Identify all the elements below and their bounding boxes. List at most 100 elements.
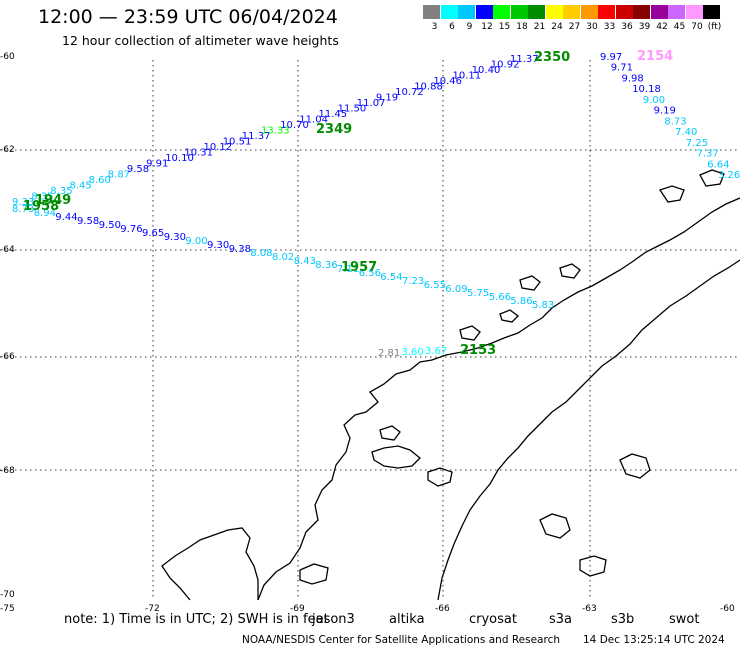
coastline-segment xyxy=(658,185,685,203)
legend-swatch xyxy=(440,5,458,19)
coastline-segment xyxy=(427,467,453,487)
legend-swatch xyxy=(615,5,633,19)
lon-label: -63 xyxy=(582,604,597,614)
coastline-segment xyxy=(519,275,541,291)
track-time-label: 1958 xyxy=(23,199,59,214)
coastline-segment xyxy=(619,453,651,479)
wave-height-value: 7.23 xyxy=(402,276,424,287)
wave-height-value: 9.30 xyxy=(164,232,186,243)
sat-label-s3a: s3a xyxy=(549,612,573,627)
wave-height-value: 5.83 xyxy=(532,300,554,311)
wave-height-value: 8.73 xyxy=(664,116,686,127)
coastline-segment xyxy=(699,169,725,187)
wave-height-value: 10.12 xyxy=(204,142,233,153)
wave-height-value: 10.51 xyxy=(223,137,252,148)
wave-height-value: 8.36 xyxy=(315,260,337,271)
track-time-label: 1949 xyxy=(35,193,71,208)
legend-label: 21 xyxy=(533,22,546,32)
coastline-segment xyxy=(539,513,571,539)
wave-height-value: 5.75 xyxy=(467,288,489,299)
wave-height-value: 11.07 xyxy=(357,98,386,109)
wave-height-value: 8.73 xyxy=(12,204,34,215)
wave-height-value: 8.45 xyxy=(70,181,92,192)
coastline-segment xyxy=(559,263,581,279)
wave-height-value: 10.18 xyxy=(632,84,661,95)
lat-label: -62 xyxy=(0,145,15,155)
wave-height-value: 9.58 xyxy=(127,164,149,175)
track-time-label: 2350 xyxy=(534,50,570,65)
wave-height-value: 5.86 xyxy=(510,296,532,307)
wave-height-value: 9.65 xyxy=(142,228,164,239)
footer-note: note: 1) Time is in UTC; 2) SWH is in fe… xyxy=(64,612,329,627)
wave-height-value: 8.60 xyxy=(89,175,111,186)
wave-height-value: 11.50 xyxy=(338,104,367,115)
legend-swatch xyxy=(475,5,493,19)
wave-height-value: 9.19 xyxy=(376,93,398,104)
wave-height-value: 8.94 xyxy=(34,208,56,219)
wave-height-value: 9.00 xyxy=(643,95,665,106)
legend-label: 45 xyxy=(673,22,686,32)
wave-height-value: 10.72 xyxy=(395,87,424,98)
generated-timestamp: 14 Dec 13:25:14 UTC 2024 xyxy=(583,634,725,646)
wave-height-value: 6.54 xyxy=(380,272,402,283)
coastline-segment xyxy=(299,563,329,585)
legend-label: (ft) xyxy=(707,22,722,32)
legend-label: 6 xyxy=(449,22,455,32)
lon-label: -66 xyxy=(435,604,450,614)
wave-height-value: 10.40 xyxy=(472,65,501,76)
sat-label-altika: altika xyxy=(389,612,425,627)
legend-swatch xyxy=(423,5,440,19)
legend-label: 15 xyxy=(498,22,511,32)
wave-height-value: 10.70 xyxy=(280,120,309,131)
legend-swatch xyxy=(510,5,528,19)
wave-height-value: 9.98 xyxy=(622,74,644,85)
lon-label: -69 xyxy=(290,604,305,614)
legend-swatch xyxy=(703,5,720,19)
sat-label-cryosat: cryosat xyxy=(469,612,517,627)
legend-label: 42 xyxy=(656,22,668,32)
legend-label: 3 xyxy=(431,22,438,32)
legend-swatch xyxy=(685,5,703,19)
legend-label: 27 xyxy=(568,22,581,32)
legend-swatch xyxy=(650,5,668,19)
lon-label: -72 xyxy=(145,604,160,614)
wave-height-value: 6.64 xyxy=(707,159,729,170)
coastline-segment xyxy=(499,309,519,323)
wave-height-value: 10.10 xyxy=(165,153,194,164)
coastline-segment xyxy=(161,527,259,601)
wave-height-value: 6.56 xyxy=(359,268,381,279)
wave-height-value: 2.81 xyxy=(378,348,400,359)
wave-height-value: 9.33 xyxy=(12,197,34,208)
track-time-label: 2349 xyxy=(316,122,352,137)
wave-height-value: 9.50 xyxy=(99,220,121,231)
track-time-label: 2153 xyxy=(460,343,496,358)
legend-swatch xyxy=(633,5,650,19)
legend-label: 36 xyxy=(621,22,633,32)
sat-label-s3b: s3b xyxy=(611,612,635,627)
lon-label: -60 xyxy=(720,604,735,614)
antarctic-peninsula-coastline xyxy=(161,169,740,601)
legend-label: 9 xyxy=(466,22,473,32)
legend-label: 70 xyxy=(691,22,703,32)
legend-swatch xyxy=(598,5,615,19)
wave-height-value: 9.91 xyxy=(146,159,168,170)
coastline-segment xyxy=(379,425,401,441)
wave-height-value: 9.19 xyxy=(654,106,676,117)
lon-label: -75 xyxy=(0,604,15,614)
legend-label: 24 xyxy=(551,22,563,32)
lat-label: -70 xyxy=(0,590,15,600)
wave-height-value: 8.35 xyxy=(50,186,72,197)
legend-label: 12 xyxy=(481,22,493,32)
wave-height-value: 8.43 xyxy=(294,256,316,267)
lat-label: -60 xyxy=(0,52,15,62)
wave-height-value: 9.58 xyxy=(77,216,99,227)
track-time-label: 1957 xyxy=(341,260,377,275)
wave-height-value: 3.26 xyxy=(718,170,740,181)
wave-height-value: 11.37 xyxy=(242,131,271,142)
coastline-segment xyxy=(579,555,607,577)
wave-height-value: 9.00 xyxy=(185,236,207,247)
wave-height-value: 9.38 xyxy=(229,244,251,255)
lat-label: -66 xyxy=(0,352,15,362)
coastline-segment xyxy=(257,197,740,601)
